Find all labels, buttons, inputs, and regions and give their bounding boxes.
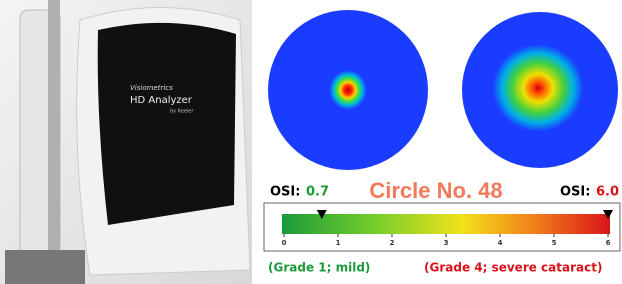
grade-label: (Grade 1; mild) [268, 261, 370, 275]
device-brand: Visiometrics [130, 84, 173, 92]
tick-label: 6 [606, 239, 611, 247]
osi-value: 0.7 [306, 185, 329, 200]
osi-value: 6.0 [596, 185, 619, 200]
device-maker: by Keeler [170, 109, 194, 115]
heatmap-spot [480, 32, 596, 144]
tick-label: 4 [498, 239, 503, 247]
osi-label: OSI: [560, 185, 590, 200]
tick-label: 2 [390, 239, 395, 247]
device-model: HD Analyzer [130, 95, 193, 106]
tick-label: 5 [552, 239, 557, 247]
device-base [5, 250, 85, 284]
grade-label: (Grade 4; severe cataract) [424, 261, 602, 275]
tick-label: 3 [444, 239, 449, 247]
scale-bar [282, 214, 610, 234]
tick-label: 0 [282, 239, 287, 247]
figure: Visiometrics HD Analyzer by Keeler OSI: … [0, 0, 622, 284]
chin-rest [48, 0, 60, 250]
watermark: Circle No. 48 [369, 178, 502, 203]
device-panel [98, 23, 236, 225]
tick-label: 1 [336, 239, 341, 247]
heatmap-spot [314, 54, 382, 126]
osi-label: OSI: [270, 185, 300, 200]
